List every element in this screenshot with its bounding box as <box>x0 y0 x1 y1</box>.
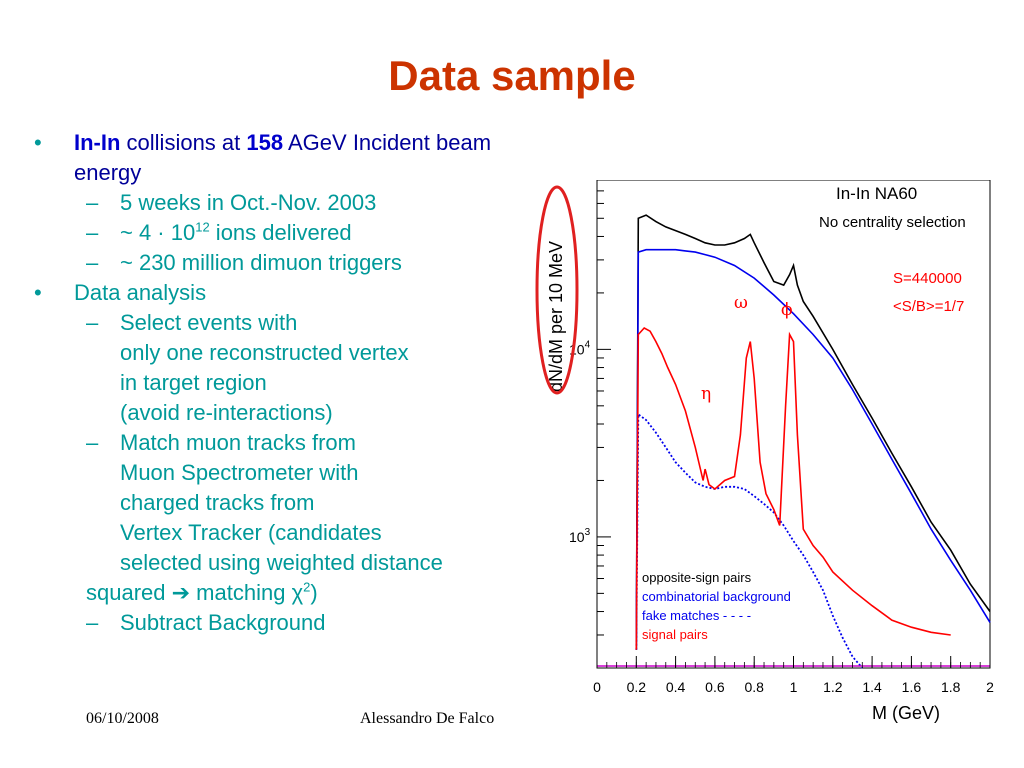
x-tick-label: 1.8 <box>941 679 961 695</box>
footer-date: 06/10/2008 <box>86 710 159 727</box>
legend-entry: signal pairs <box>642 627 708 642</box>
legend-entry: combinatorial background <box>642 589 791 604</box>
sub-select-line2: only one reconstructed vertex <box>120 340 409 365</box>
x-tick-label: 0.6 <box>705 679 725 695</box>
x-tick-label: 2 <box>986 679 994 695</box>
sub-ions-text-b: ions delivered <box>209 220 352 245</box>
sub-match-line1: Match muon tracks from <box>120 430 356 455</box>
dash-marker: – <box>86 250 99 275</box>
text-agev: AGeV Incident beam <box>283 130 492 155</box>
sub-select-line4: (avoid re-interactions) <box>120 400 333 425</box>
omega-label: ω <box>734 293 748 313</box>
bullet-marker: • <box>34 280 42 305</box>
eta-label: η <box>701 384 711 404</box>
bullet-analysis: • Data analysis <box>34 278 654 308</box>
dash-marker: – <box>86 610 99 635</box>
sub-ions: – ~ 4 · 1012 ions delivered <box>34 218 654 248</box>
bullet-analysis-text: Data analysis <box>74 280 207 305</box>
bullet-list: • In-In collisions at 158 AGeV Incident … <box>34 128 654 638</box>
text-squared: squared <box>86 580 172 605</box>
y-tick-exponent: 3 <box>585 527 591 538</box>
series-line-2 <box>635 412 863 669</box>
bullet-marker: • <box>34 130 42 155</box>
x-tick-label: 1.4 <box>862 679 882 695</box>
y-axis-label-highlight-circle <box>535 185 579 395</box>
sub-ions-exponent: 12 <box>195 219 210 235</box>
x-tick-label: 0 <box>593 679 601 695</box>
sub-match-line2: Muon Spectrometer with <box>120 460 359 485</box>
sub-weeks-text: 5 weeks in Oct.-Nov. 2003 <box>120 190 377 215</box>
legend: opposite-sign pairs combinatorial backgro… <box>642 570 791 642</box>
phi-label: ϕ <box>781 300 793 320</box>
series-line-0 <box>635 214 991 650</box>
series-line-3 <box>635 326 951 650</box>
x-tick-label: 0.4 <box>666 679 686 695</box>
x-tick-label: 1 <box>790 679 798 695</box>
legend-entry: fake matches - - - - <box>642 608 751 623</box>
dash-marker: – <box>86 190 99 215</box>
dash-marker: – <box>86 220 99 245</box>
stats-signal: S=440000 <box>893 270 962 287</box>
legend-entry: opposite-sign pairs <box>642 570 752 585</box>
dash-marker: – <box>86 430 99 455</box>
y-tick-exponent: 4 <box>585 339 591 350</box>
sub-select-line3: in target region <box>120 370 267 395</box>
slide-title: Data sample <box>388 52 636 99</box>
series-line-1 <box>635 248 991 650</box>
text-close-paren: ) <box>310 580 318 605</box>
sub-select-line1: Select events with <box>120 310 298 335</box>
arrow-icon: ➔ <box>171 580 191 605</box>
dash-marker: – <box>86 310 99 335</box>
sub-subtract: – Subtract Background <box>34 608 654 638</box>
footer-author: Alessandro De Falco <box>360 710 495 727</box>
sub-select: – Select events with <box>34 308 654 338</box>
sub-subtract-text: Subtract Background <box>120 610 326 635</box>
sub-match-line3: charged tracks from <box>120 490 315 515</box>
sub-match-line4: Vertex Tracker (candidates <box>120 520 382 545</box>
highlight-158: 158 <box>246 130 284 155</box>
bullet-collisions: • In-In collisions at 158 AGeV Incident … <box>34 128 654 188</box>
x-tick-label: 0.2 <box>627 679 647 695</box>
text-energy: energy <box>74 160 142 185</box>
x-tick-label: 1.6 <box>902 679 922 695</box>
text-matching: matching <box>190 580 292 605</box>
sub-match: – Match muon tracks from <box>34 428 654 458</box>
sub-match-line6: squared ➔ matching χ2) <box>34 578 654 608</box>
highlight-in-in: In-In <box>74 130 121 155</box>
sub-ions-text-a: ~ 4 · 10 <box>120 220 196 245</box>
y-tick-label: 103 <box>569 527 591 545</box>
sub-triggers: – ~ 230 million dimuon triggers <box>34 248 654 278</box>
chart-subtitle: No centrality selection <box>819 214 966 231</box>
text-collisions: collisions at <box>120 130 247 155</box>
x-tick-label: 0.8 <box>744 679 764 695</box>
y-axis-label: dN/dM per 10 MeV <box>546 241 566 392</box>
series-group <box>597 214 991 669</box>
chi-symbol: χ <box>291 580 304 605</box>
sub-match-line5: selected using weighted distance <box>120 550 443 575</box>
x-axis-label: M (GeV) <box>872 703 940 723</box>
x-tick-label: 1.2 <box>823 679 843 695</box>
sub-weeks: –5 weeks in Oct.-Nov. 2003 <box>34 188 654 218</box>
sub-triggers-text: ~ 230 million dimuon triggers <box>120 250 402 275</box>
chart-title: In-In NA60 <box>836 184 917 203</box>
stats-sb: <S/B>=1/7 <box>893 298 964 315</box>
chi-exponent: 2 <box>303 579 311 595</box>
